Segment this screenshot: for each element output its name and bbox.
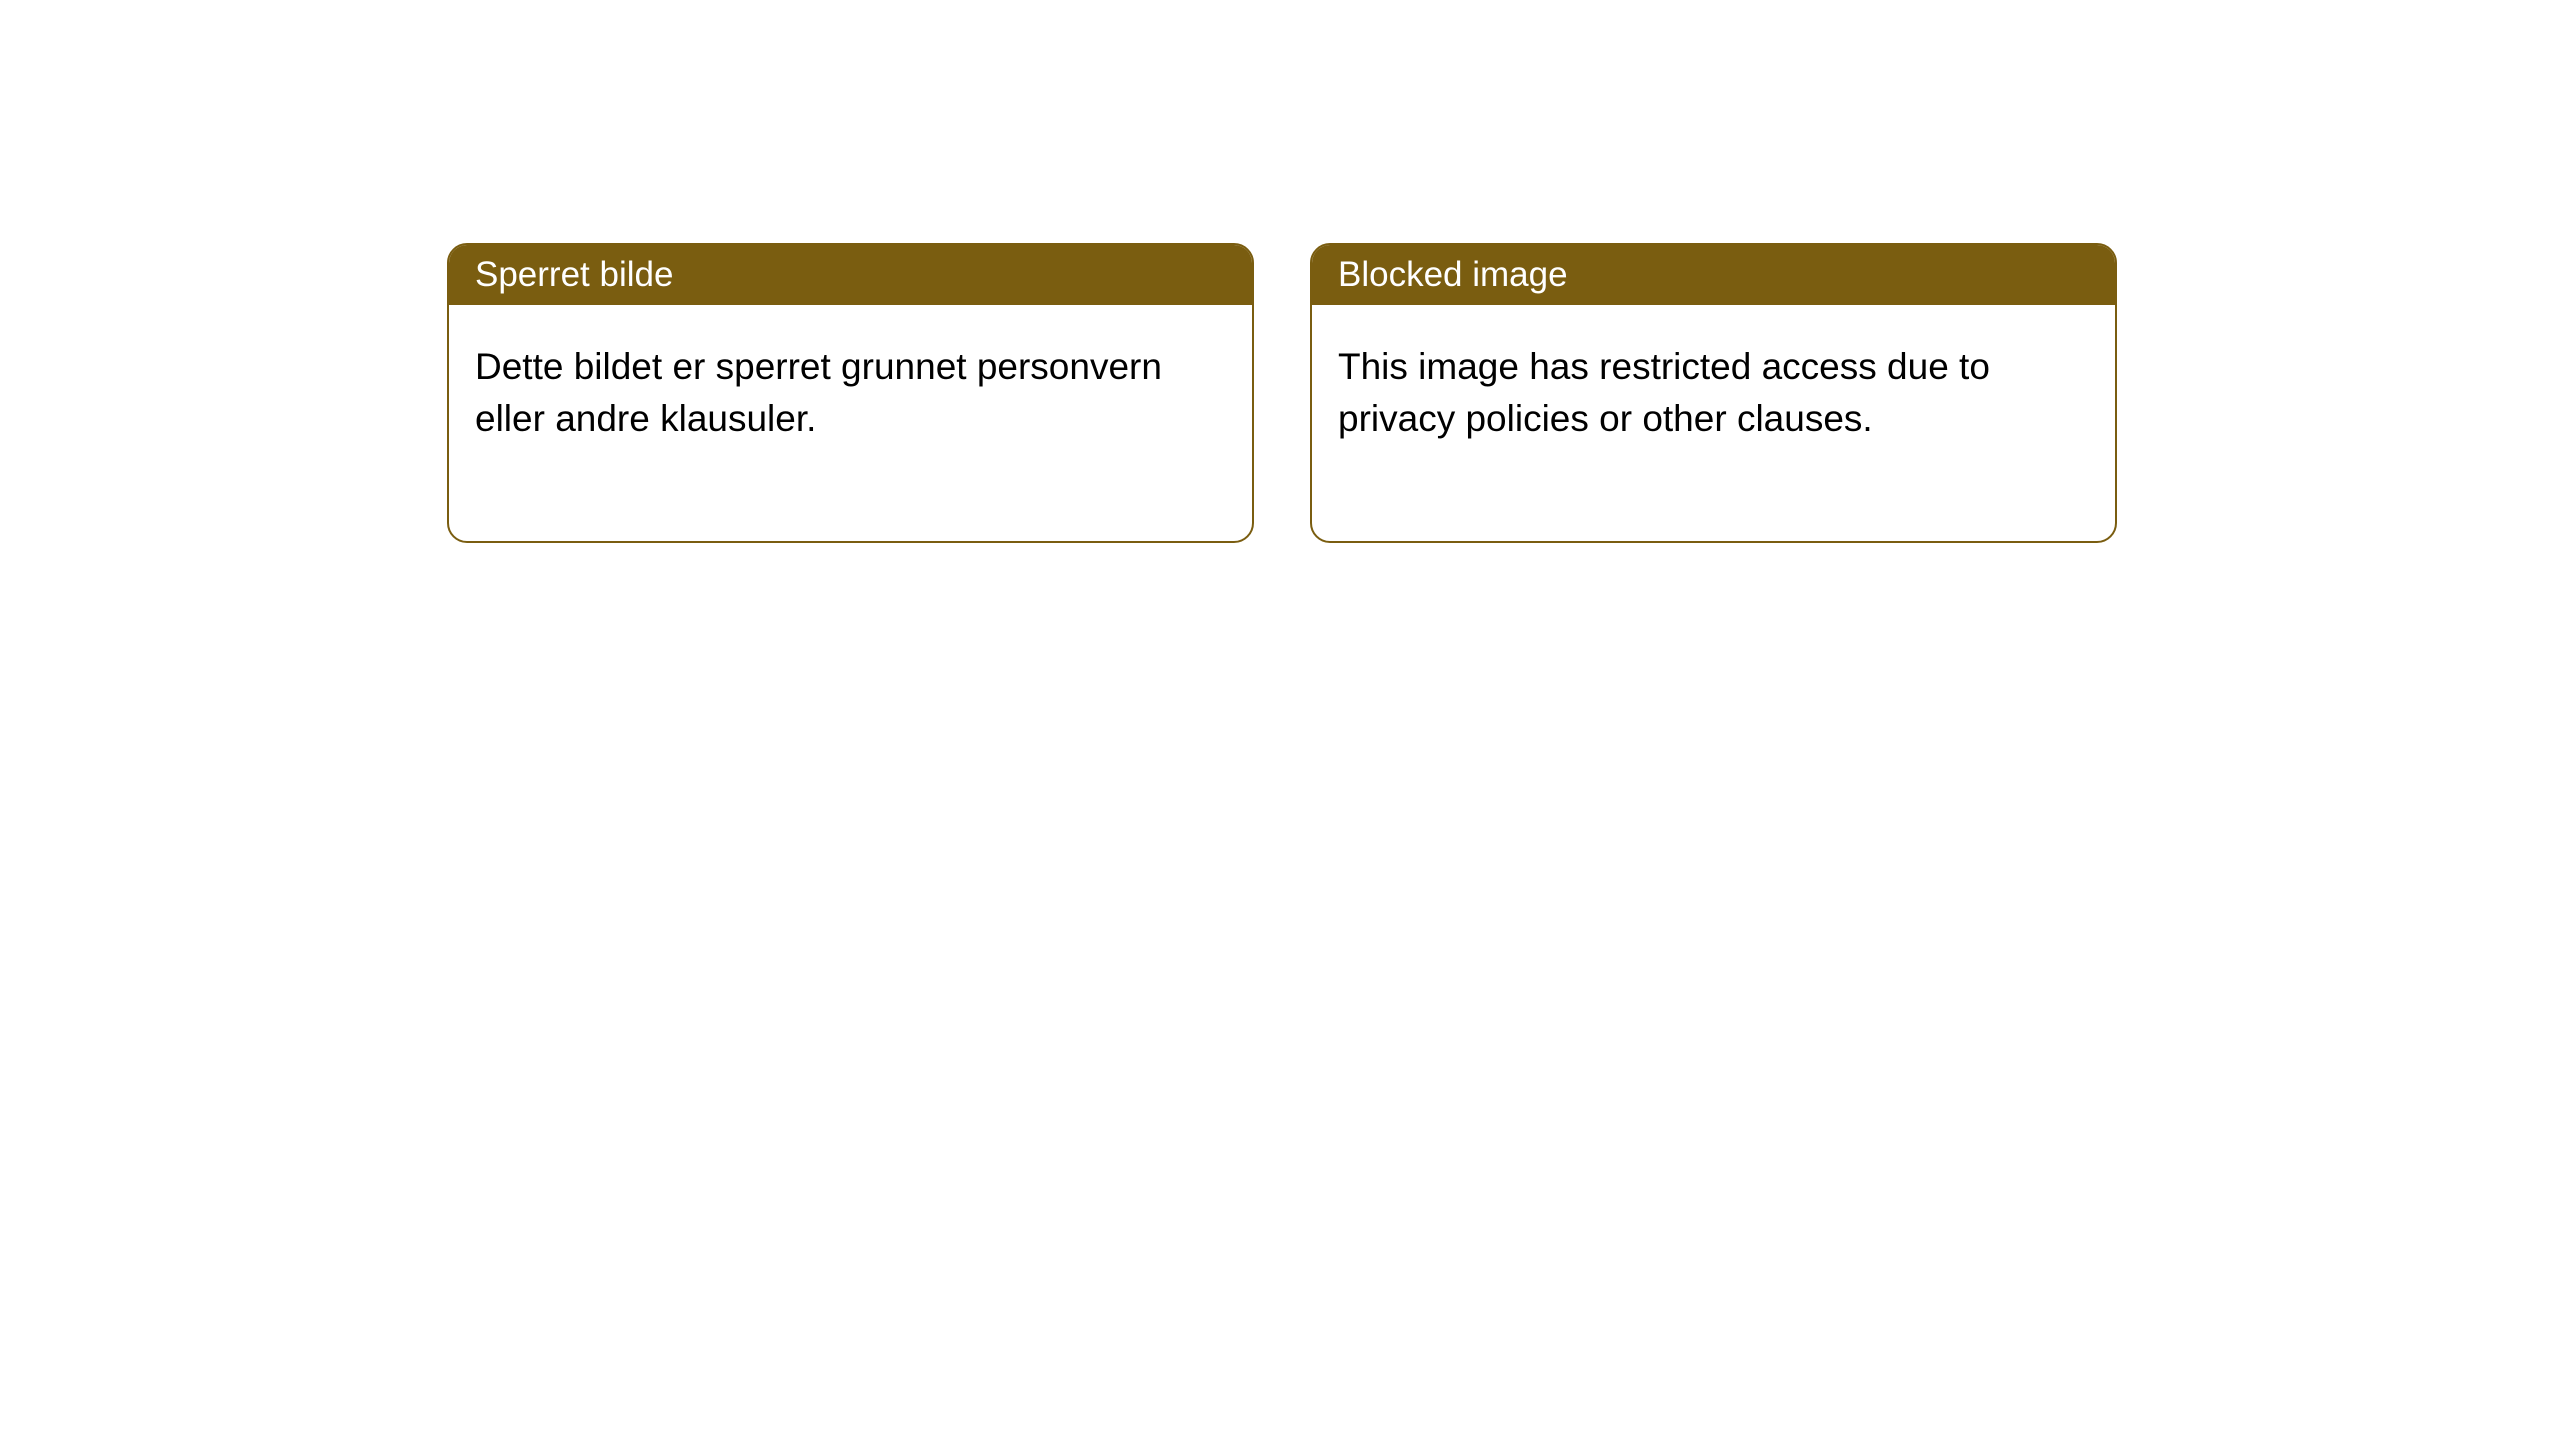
card-header: Blocked image bbox=[1312, 245, 2115, 305]
card-header: Sperret bilde bbox=[449, 245, 1252, 305]
notice-container: Sperret bilde Dette bildet er sperret gr… bbox=[0, 0, 2560, 543]
card-body: Dette bildet er sperret grunnet personve… bbox=[449, 305, 1252, 541]
card-message: This image has restricted access due to … bbox=[1338, 346, 1990, 439]
card-title: Sperret bilde bbox=[475, 255, 673, 294]
notice-card-norwegian: Sperret bilde Dette bildet er sperret gr… bbox=[447, 243, 1254, 543]
card-body: This image has restricted access due to … bbox=[1312, 305, 2115, 541]
card-message: Dette bildet er sperret grunnet personve… bbox=[475, 346, 1162, 439]
card-title: Blocked image bbox=[1338, 255, 1568, 294]
notice-card-english: Blocked image This image has restricted … bbox=[1310, 243, 2117, 543]
